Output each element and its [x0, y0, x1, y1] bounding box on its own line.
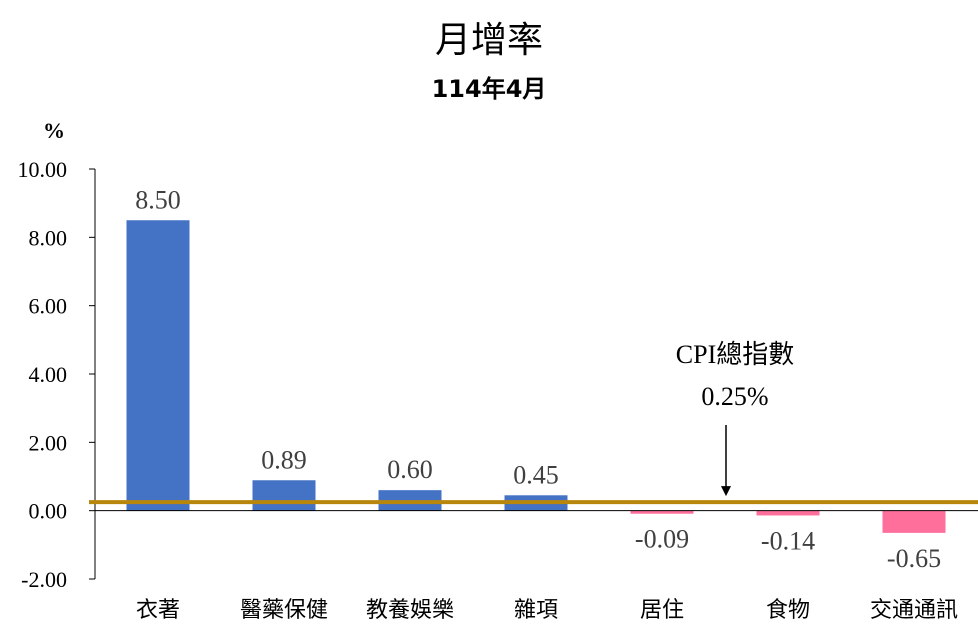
- x-tick-label: 居住: [640, 598, 684, 623]
- x-tick-label: 交通通訊: [870, 598, 958, 623]
- bar-6: [882, 510, 946, 533]
- bar-4: [630, 510, 694, 514]
- data-label: -0.09: [635, 525, 689, 554]
- chart-title: 月增率: [435, 20, 543, 61]
- y-tick-label: 4.00: [29, 362, 68, 387]
- cpi-label-line2: 0.25%: [701, 382, 768, 411]
- plot-area: -2.00 0.00 2.00 4.00 6.00 8.00 10.00 8.50 衣著 0.89…: [18, 157, 978, 623]
- y-tick-label: 6.00: [29, 294, 68, 319]
- x-tick-label: 教養娛樂: [366, 598, 454, 623]
- data-label: -0.65: [887, 544, 941, 573]
- data-label: 8.50: [135, 185, 181, 214]
- y-tick-label: 0.00: [29, 499, 68, 524]
- chart-subtitle: 114年4月: [432, 75, 547, 103]
- data-label: 0.89: [261, 445, 307, 474]
- x-tick-label: 衣著: [136, 598, 180, 623]
- cpi-arrow-head: [721, 486, 731, 497]
- y-tick-label: 2.00: [29, 430, 68, 455]
- data-label: -0.14: [761, 526, 815, 555]
- y-tick-label: 10.00: [18, 157, 68, 182]
- y-axis-unit-label: %: [43, 118, 65, 143]
- bar-5: [756, 510, 820, 516]
- cpi-label-line1: CPI總指數: [676, 340, 794, 369]
- y-tick-label: -2.00: [21, 567, 67, 592]
- y-tick-label: 8.00: [29, 225, 68, 250]
- x-tick-label: 醫藥保健: [240, 598, 328, 623]
- data-label: 0.60: [387, 455, 433, 484]
- bar-1: [252, 480, 316, 511]
- x-tick-label: 雜項: [514, 598, 558, 623]
- data-label: 0.45: [513, 460, 559, 489]
- bar-0: [126, 220, 190, 511]
- x-tick-label: 食物: [766, 598, 810, 623]
